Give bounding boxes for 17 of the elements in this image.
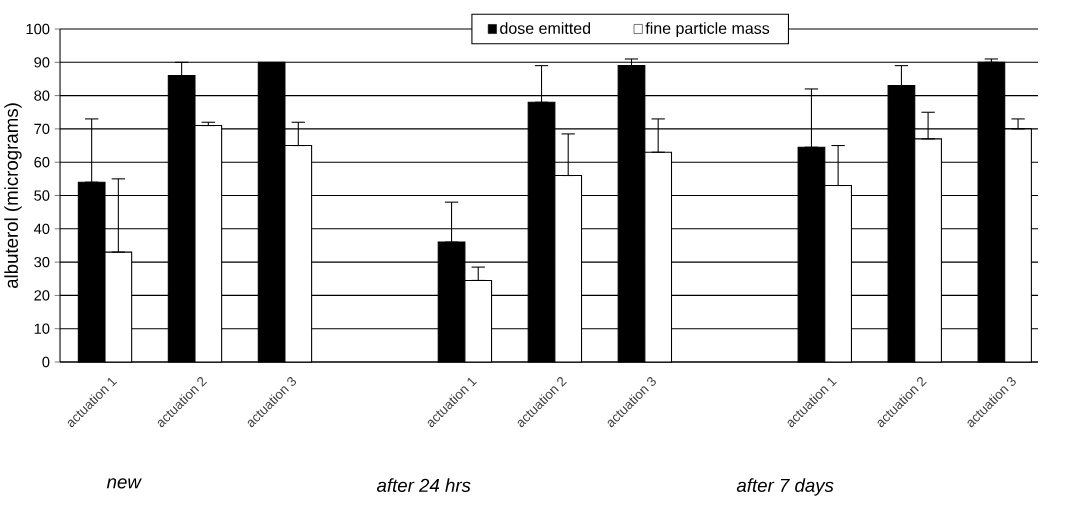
y-tick-label: 60 <box>34 157 50 168</box>
y-tick-label: 50 <box>34 190 50 201</box>
y-tick-label: 90 <box>34 57 50 68</box>
text: after 24 hrs <box>376 478 471 492</box>
text: after 7 days <box>736 478 834 496</box>
y-tick-label: 0 <box>42 356 50 368</box>
legend-label: fine particle mass <box>645 22 770 38</box>
y-tick-label: 30 <box>34 256 50 268</box>
y-tick-label: 80 <box>34 90 50 101</box>
y-tick-label: 100 <box>26 23 50 35</box>
y-tick-label: 70 <box>34 123 50 135</box>
y-tick-label: 10 <box>34 323 50 334</box>
legend-label: dose emitted <box>500 22 591 34</box>
text: new <box>106 478 142 489</box>
y-axis-title: albuterol (micrograms) <box>4 103 22 289</box>
y-tick-label: 20 <box>34 290 50 301</box>
y-tick-label: 40 <box>34 223 50 234</box>
